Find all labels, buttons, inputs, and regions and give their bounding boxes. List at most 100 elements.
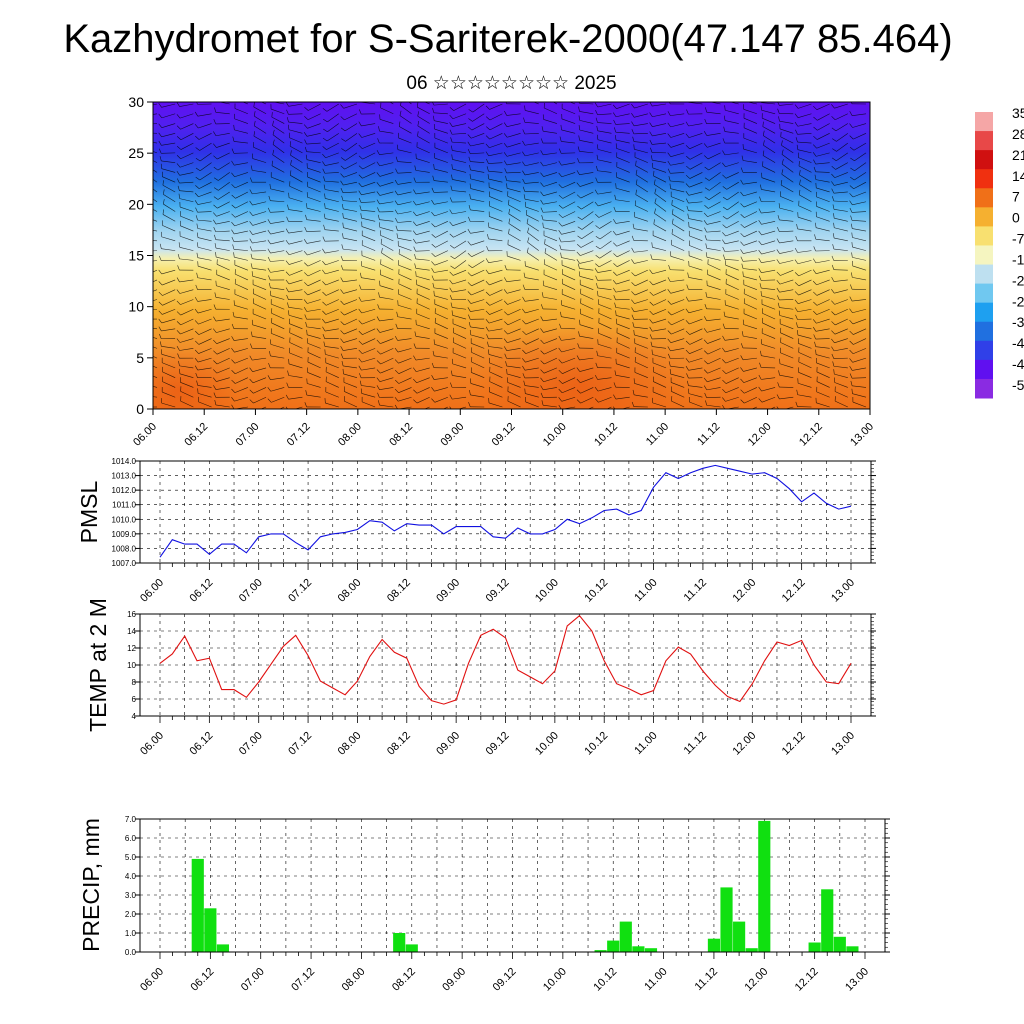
wind-barb-flag [832, 204, 835, 210]
wind-barb [561, 141, 576, 144]
wind-barb-flag [176, 289, 181, 294]
wind-barb [198, 133, 212, 140]
wind-barb-flag [158, 291, 163, 296]
wind-barb [272, 125, 285, 134]
wind-barb [253, 146, 267, 154]
wind-barb-flag [323, 118, 328, 123]
wind-barb [816, 142, 830, 149]
wind-barb [852, 211, 867, 213]
wind-barb-flag [740, 355, 744, 360]
wind-barb [580, 250, 594, 256]
wind-barb [617, 260, 630, 267]
wind-barb-flag [503, 160, 508, 166]
wind-barb [452, 113, 467, 120]
wind-barb-flag [794, 299, 799, 304]
wind-barb-flag [762, 150, 765, 156]
wind-barb-flag [450, 145, 453, 151]
wind-barb-flag [232, 136, 235, 142]
y-tick-label: 7.0 [125, 815, 137, 824]
wind-barb-flag [376, 191, 381, 196]
wind-barb [380, 348, 394, 355]
wind-barb [397, 316, 412, 320]
wind-barb [397, 338, 412, 341]
wind-barb [599, 240, 612, 250]
wind-barb [670, 123, 685, 128]
wind-barb [597, 355, 612, 359]
wind-barb [397, 149, 412, 154]
wind-barb [397, 348, 412, 353]
wind-barb-flag [195, 215, 198, 221]
wind-barb [580, 387, 594, 394]
x-tick-label: 07.00 [237, 577, 265, 605]
wind-barb-flag [231, 204, 236, 209]
wind-barb [797, 113, 812, 118]
wind-barb [835, 113, 848, 121]
wind-barb [452, 352, 467, 359]
wind-barb [615, 375, 630, 378]
precip-bar [393, 933, 406, 952]
wind-barb-flag [685, 191, 690, 196]
wind-barb [597, 295, 612, 300]
wind-barb-flag [487, 341, 489, 347]
wind-barb-flag [467, 241, 472, 246]
wind-barb-flag [304, 282, 309, 287]
wind-barb-flag [358, 296, 362, 302]
wind-barb [361, 133, 376, 138]
colorbar-label: -28 [1012, 293, 1024, 309]
wind-barb-flag [649, 326, 653, 332]
wind-barb-flag [849, 373, 853, 379]
wind-barb [379, 377, 394, 382]
wind-barb-flag [540, 199, 544, 205]
x-tick-label: 08.12 [390, 966, 418, 994]
x-tick-label: 10.00 [541, 421, 569, 449]
wind-barb-flag [485, 258, 489, 263]
wind-barb-flag [631, 282, 636, 287]
wind-barb [543, 162, 558, 167]
wind-barb-flag [504, 277, 507, 282]
wind-barb-flag [324, 203, 326, 209]
wind-barb-flag [722, 150, 726, 156]
wind-barb-flag [651, 349, 653, 355]
wind-barb-flag [340, 127, 346, 132]
wind-barb [743, 313, 758, 320]
wind-barb [306, 230, 321, 232]
wind-barb-flag [376, 339, 381, 344]
wind-barb [325, 289, 339, 296]
precip-bar [644, 948, 658, 952]
wind-barb [834, 217, 848, 222]
wind-barb-flag [594, 386, 599, 392]
wind-barb-flag [303, 250, 308, 256]
wind-barb [163, 203, 176, 212]
wind-barb [442, 406, 448, 409]
wind-barb-flag [285, 287, 289, 293]
wind-barb [652, 123, 667, 127]
wind-barb-flag [686, 373, 689, 379]
wind-barb [161, 168, 176, 173]
wind-barb-flag [395, 217, 398, 223]
wind-barb-flag [215, 252, 217, 258]
wind-barb-flag [158, 113, 163, 119]
wind-barb [508, 223, 521, 232]
wind-barb [488, 152, 503, 157]
wind-barb-flag [595, 225, 600, 229]
wind-barb [597, 170, 612, 173]
wind-barb-flag [596, 134, 599, 140]
wind-barb-flag [249, 230, 253, 235]
wind-barb [233, 338, 248, 341]
precip-bar [594, 950, 607, 952]
wind-barb [743, 160, 757, 163]
wind-barb-flag [503, 330, 508, 335]
wind-barb-flag [558, 229, 562, 235]
wind-barb [434, 168, 448, 173]
wind-barb-flag [504, 265, 507, 270]
wind-barb [325, 371, 339, 378]
wind-barb-flag [141, 128, 143, 133]
wind-barb [779, 315, 794, 320]
wind-barb [615, 113, 630, 118]
wind-barb [689, 255, 703, 261]
wind-barb [507, 196, 521, 203]
wind-barb [452, 221, 467, 226]
wind-barb [761, 220, 776, 225]
wind-barb-flag [286, 117, 289, 123]
wind-barb-flag [596, 165, 598, 171]
